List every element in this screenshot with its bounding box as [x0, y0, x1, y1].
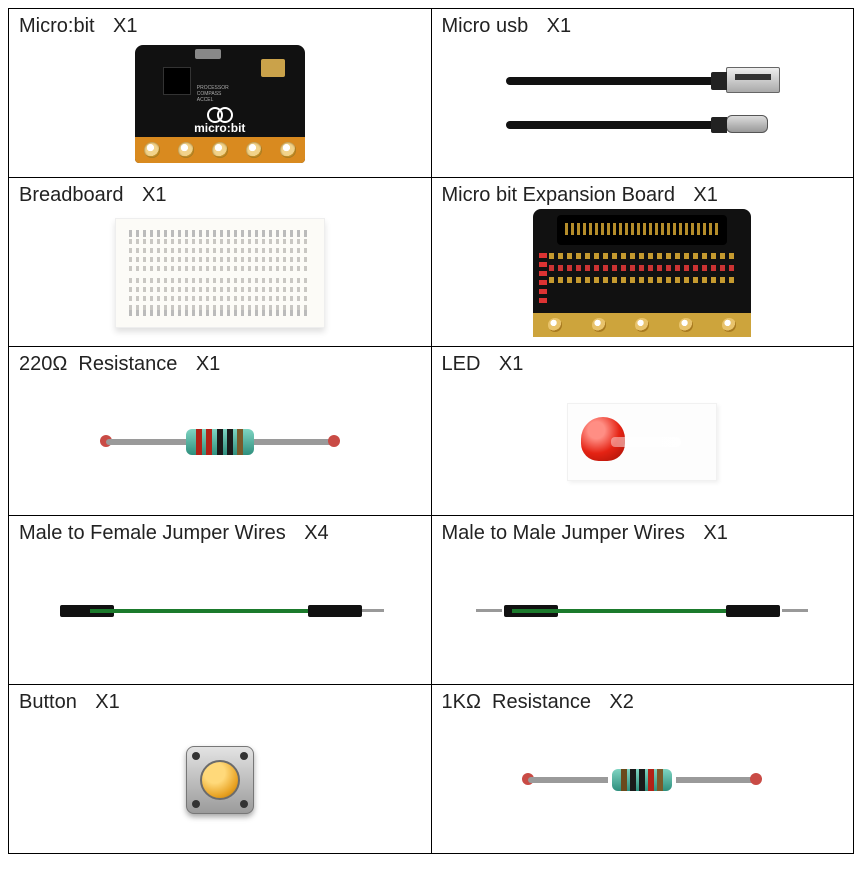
qty-wire-mm: X1	[703, 522, 727, 544]
label-expboard: Micro bit Expansion Board	[442, 184, 675, 206]
qty-resistor-1k: X2	[609, 691, 633, 713]
label-resistor-220: 220Ω Resistance	[19, 353, 177, 375]
image-microbit: PROCESSORCOMPASSACCEL micro:bit	[19, 44, 421, 164]
cell-wire-mf: Male to Female Jumper Wires X4	[9, 516, 432, 685]
image-button	[19, 720, 421, 840]
usb-cable-icon	[502, 59, 782, 149]
label-wire-mf: Male to Female Jumper Wires	[19, 522, 286, 544]
jumper-wire-mf-icon	[50, 599, 390, 623]
cell-resistor-1k: 1KΩ Resistance X2	[431, 685, 854, 854]
image-led	[442, 382, 844, 502]
image-expboard	[442, 213, 844, 333]
qty-microbit: X1	[113, 15, 137, 37]
label-microusb: Micro usb	[442, 15, 529, 37]
label-microbit: Micro:bit	[19, 15, 95, 37]
qty-expboard: X1	[693, 184, 717, 206]
expansion-board-icon	[533, 209, 751, 337]
push-button-icon	[178, 738, 262, 822]
cell-expboard: Micro bit Expansion Board X1	[431, 178, 854, 347]
label-wire-mm: Male to Male Jumper Wires	[442, 522, 685, 544]
resistor-220-icon	[100, 425, 340, 459]
microbit-logo-text: micro:bit	[194, 121, 245, 135]
label-breadboard: Breadboard	[19, 184, 124, 206]
cell-resistor-220: 220Ω Resistance X1	[9, 347, 432, 516]
image-wire-mf	[19, 551, 421, 671]
image-microusb	[442, 44, 844, 164]
led-icon	[567, 403, 717, 481]
image-wire-mm	[442, 551, 844, 671]
qty-led: X1	[499, 353, 523, 375]
qty-breadboard: X1	[142, 184, 166, 206]
label-led: LED	[442, 353, 481, 375]
qty-microusb: X1	[547, 15, 571, 37]
image-resistor-220	[19, 382, 421, 502]
image-breadboard	[19, 213, 421, 333]
jumper-wire-mm-icon	[472, 599, 812, 623]
resistor-220-bands	[186, 429, 254, 455]
cell-led: LED X1	[431, 347, 854, 516]
resistor-1k-icon	[522, 763, 762, 797]
qty-button: X1	[95, 691, 119, 713]
breadboard-icon	[115, 218, 325, 328]
resistor-1k-bands	[612, 769, 672, 791]
cell-microbit: Micro:bit X1 PROCESSORCOMPASSACCEL micro…	[9, 9, 432, 178]
qty-resistor-220: X1	[196, 353, 220, 375]
image-resistor-1k	[442, 720, 844, 840]
components-table: Micro:bit X1 PROCESSORCOMPASSACCEL micro…	[8, 8, 854, 854]
label-resistor-1k: 1KΩ Resistance	[442, 691, 591, 713]
qty-wire-mf: X4	[304, 522, 328, 544]
microbit-icon: PROCESSORCOMPASSACCEL micro:bit	[135, 45, 305, 163]
cell-wire-mm: Male to Male Jumper Wires X1	[431, 516, 854, 685]
cell-breadboard: Breadboard X1	[9, 178, 432, 347]
cell-button: Button X1	[9, 685, 432, 854]
label-button: Button	[19, 691, 77, 713]
cell-microusb: Micro usb X1	[431, 9, 854, 178]
